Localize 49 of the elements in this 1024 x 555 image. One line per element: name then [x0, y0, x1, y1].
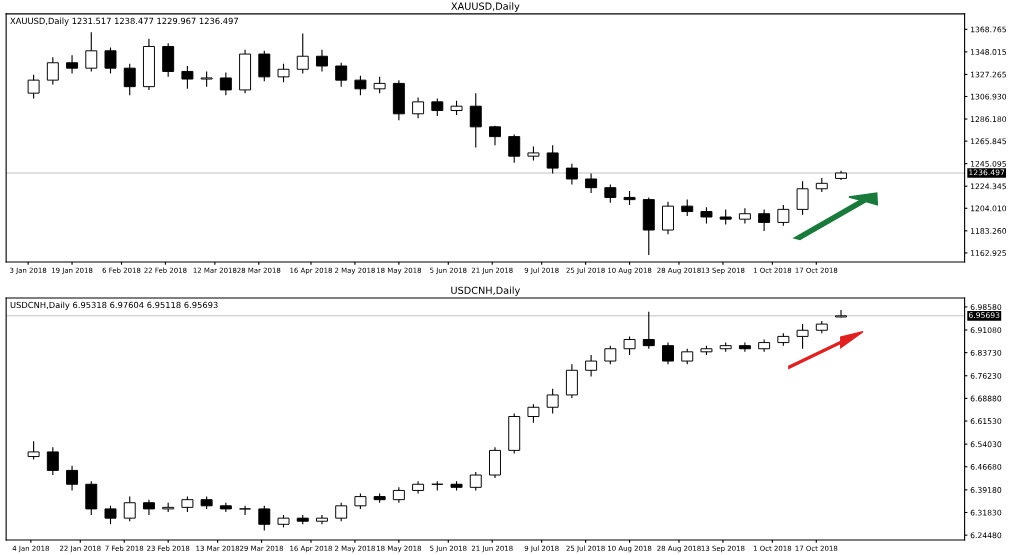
- candlestick: [258, 50, 271, 82]
- candlestick: [219, 71, 232, 96]
- candlestick: [335, 62, 348, 88]
- candlestick: [738, 342, 751, 353]
- candlestick: [239, 505, 252, 516]
- candlestick: [642, 311, 655, 350]
- candlestick: [296, 32, 309, 75]
- annotation: USDCNH,Daily 6.95318 6.97604 6.95118 6.95693: [10, 301, 218, 310]
- candlestick: [777, 204, 790, 227]
- candlestick: [604, 183, 617, 204]
- candlestick: [258, 505, 271, 532]
- candlestick: [123, 496, 136, 522]
- candlestick: [565, 163, 578, 185]
- candlestick: [758, 208, 771, 232]
- candlestick: [277, 63, 290, 83]
- chart-title: USDCNH,Daily: [451, 286, 520, 296]
- candlestick: [66, 465, 79, 491]
- candlestick: [546, 388, 559, 414]
- candlestick: [85, 31, 98, 72]
- candlestick: [604, 345, 617, 365]
- candlestick: [585, 172, 598, 194]
- candlestick: [27, 440, 40, 461]
- candlestick: [469, 92, 482, 149]
- candlestick: [546, 144, 559, 175]
- annotation: XAUUSD,Daily 1231.517 1238.477 1229.967 1236.497: [10, 17, 238, 26]
- candlestick: [662, 201, 674, 235]
- candlestick: [27, 74, 40, 100]
- candlestick: [796, 180, 809, 216]
- candlestick: [66, 54, 79, 75]
- candlestick: [738, 207, 751, 225]
- candlestick: [335, 502, 348, 522]
- candlestick: [104, 505, 117, 525]
- candlestick: [508, 133, 521, 164]
- candlestick: [469, 471, 482, 491]
- candlestick: [835, 309, 848, 319]
- candlestick: [315, 49, 328, 72]
- candlestick: [412, 96, 425, 119]
- chart-title: XAUUSD,Daily: [451, 2, 520, 12]
- candlestick: [181, 65, 194, 90]
- candlestick: [123, 63, 136, 96]
- candlestick: [104, 46, 117, 75]
- candlestick: [796, 323, 809, 350]
- candlestick: [527, 403, 540, 424]
- candlestick: [46, 446, 59, 476]
- candlestick: [46, 56, 59, 86]
- candlestick: [623, 335, 636, 356]
- candlestick: [354, 75, 367, 96]
- candlestick: [662, 342, 674, 365]
- candlestick: [585, 354, 598, 378]
